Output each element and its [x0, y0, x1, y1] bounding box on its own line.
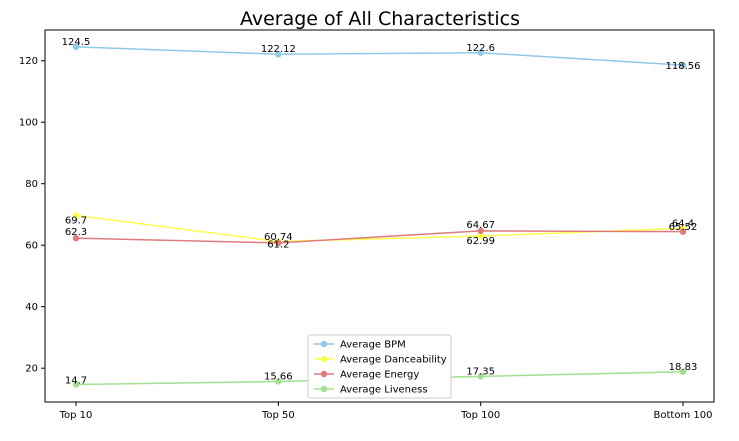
data-label: 18.83	[669, 362, 698, 373]
legend-label: Average BPM	[340, 340, 406, 351]
data-point	[477, 232, 484, 240]
data-point	[679, 228, 687, 235]
data-point	[72, 381, 80, 388]
data-point	[275, 239, 282, 247]
legend: Average BPM Average Danceability Average E…	[307, 334, 452, 399]
data-point	[72, 234, 80, 242]
x-tick-label: Bottom 100	[654, 410, 713, 421]
data-label: 122.12	[261, 44, 296, 55]
series-line	[75, 46, 684, 66]
legend-box	[307, 334, 452, 399]
legend-label: Average Liveness	[340, 385, 428, 396]
legend-marker	[320, 385, 328, 393]
data-label: 69.7	[65, 215, 87, 226]
series-line	[75, 214, 684, 243]
data-label: 15.66	[264, 372, 293, 383]
x-tick-label: Top 50	[261, 410, 295, 421]
legend-marker	[320, 340, 328, 348]
data-label: 64.67	[466, 220, 495, 231]
data-label: 62.99	[466, 236, 495, 247]
data-point	[72, 212, 80, 219]
data-label: 64.4	[672, 219, 694, 230]
data-point	[72, 43, 80, 51]
data-point	[275, 378, 282, 385]
data-label: 62.3	[65, 227, 87, 238]
data-label: 14.7	[65, 375, 87, 386]
chart-title: Average of All Characteristics	[240, 8, 520, 30]
legend-label: Average Energy	[340, 370, 419, 381]
y-tick-label: 40	[25, 302, 38, 313]
data-label: 118.56	[666, 61, 701, 72]
y-tick-label: 20	[25, 364, 38, 375]
x-tick-label: Top 10	[59, 410, 93, 421]
data-label: 65.52	[669, 222, 698, 233]
data-label: 60.74	[264, 232, 293, 243]
y-tick-label: 120	[19, 56, 38, 67]
series-line	[75, 230, 684, 244]
axes: 20 40 60 80 100 120 Top 10 Top 50 Top 100 Bottom …	[19, 56, 713, 421]
data-point	[477, 373, 484, 380]
y-tick-label: 60	[25, 241, 38, 252]
data-point	[275, 51, 282, 58]
data-label: 17.35	[466, 366, 495, 377]
legend-marker	[320, 355, 328, 363]
data-point	[679, 368, 687, 375]
data-label: 124.5	[62, 37, 91, 48]
x-tick-label: Top 100	[460, 410, 500, 421]
data-point	[679, 61, 687, 69]
legend-label: Average Danceability	[340, 355, 447, 366]
data-label: 61.2	[267, 240, 289, 251]
data-labels: 124.5 122.12 122.6 118.56 69.7 61.2 62.99 65.52…	[62, 37, 701, 387]
y-tick-label: 100	[19, 118, 38, 129]
data-point	[477, 49, 484, 56]
legend-marker	[320, 370, 328, 378]
data-label: 122.6	[466, 43, 495, 54]
plot-area	[44, 29, 715, 403]
data-point	[477, 227, 484, 235]
y-tick-label: 80	[25, 179, 38, 190]
